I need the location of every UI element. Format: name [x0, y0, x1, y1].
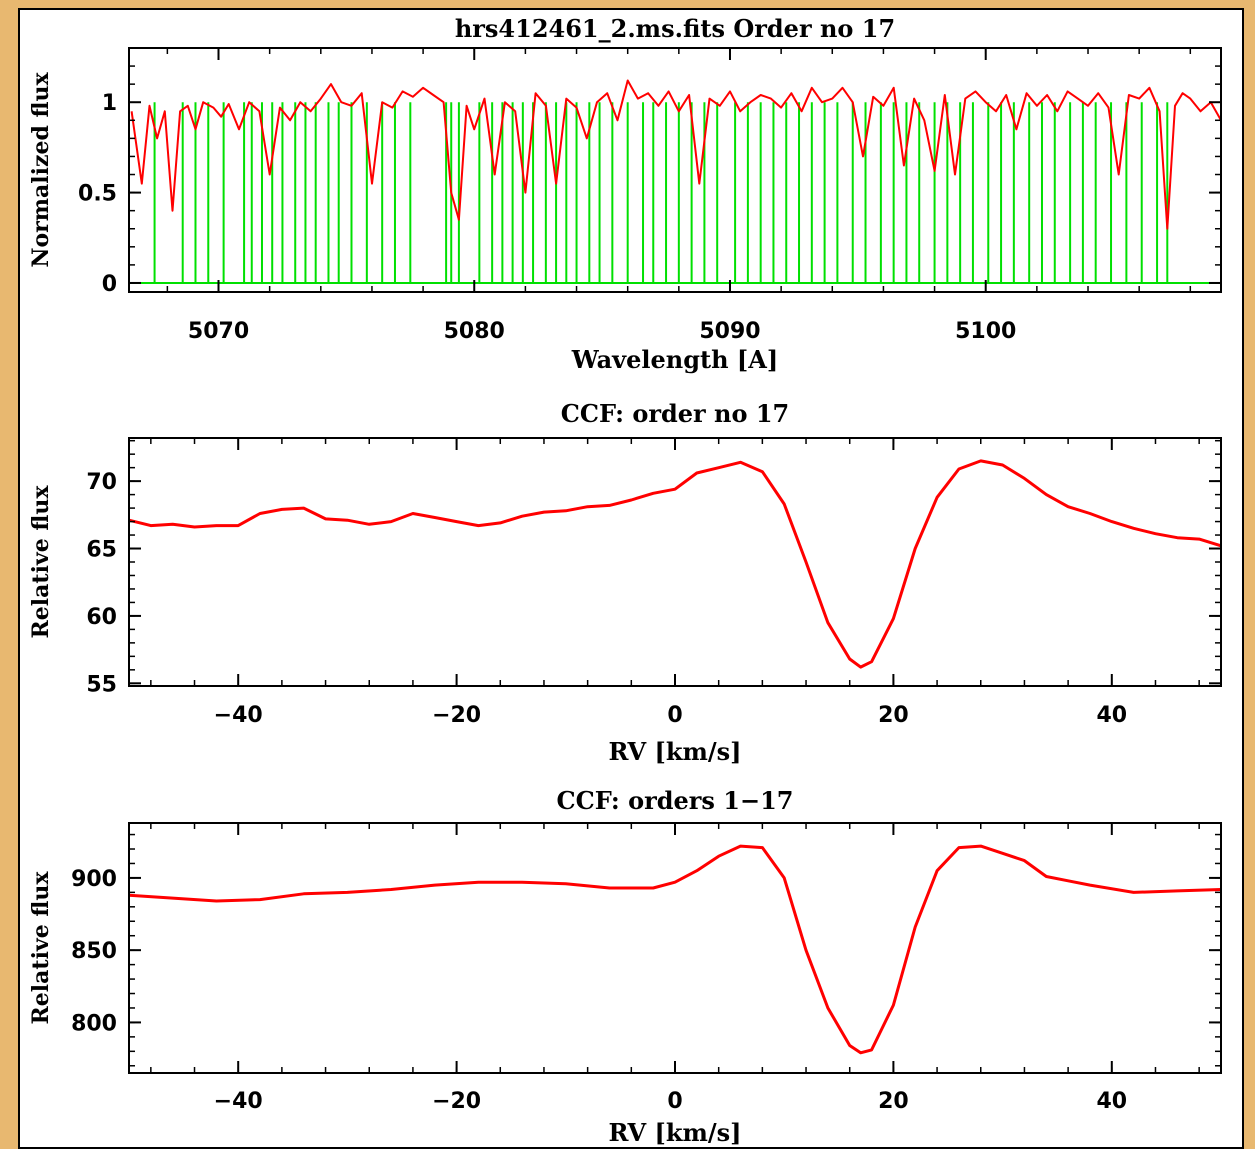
- x-tick-label: 20: [878, 1089, 909, 1114]
- axes-frame: [128, 47, 1222, 293]
- y-tick-label: 1: [102, 91, 117, 116]
- y-tick-label: 55: [86, 672, 117, 697]
- chart-title: CCF: orders 1−17: [556, 786, 793, 815]
- y-axis-label: Relative flux: [28, 871, 54, 1025]
- y-axis-label: Normalized flux: [28, 71, 54, 267]
- axes-frame: [128, 822, 1222, 1074]
- y-tick-label: 65: [86, 538, 117, 563]
- y-tick-label: 0: [102, 272, 117, 297]
- x-axis-label: RV [km/s]: [608, 1118, 741, 1147]
- x-tick-label: −20: [432, 703, 481, 728]
- x-tick-label: 40: [1096, 703, 1127, 728]
- x-tick-label: 5090: [699, 319, 760, 344]
- x-tick-label: 0: [667, 703, 682, 728]
- x-axis-label: Wavelength [A]: [571, 345, 778, 374]
- figure-canvas: 5070 5080 5090 5100 0 0.5 1 hrs412461_2.ms.fits…: [28, 14, 1222, 1147]
- chart-panel-3: −40 −20 0 20 40 800 850 900 CCF: orders 1−17 RV […: [28, 786, 1222, 1147]
- x-axis-label: RV [km/s]: [608, 737, 741, 766]
- series-line-ccf: [128, 459, 1222, 669]
- x-tick-label: −40: [214, 1089, 263, 1114]
- y-tick-label: 60: [86, 605, 117, 630]
- chart-title: CCF: order no 17: [561, 399, 790, 428]
- series-line-spectrum: [130, 79, 1222, 230]
- y-tick-label: 800: [71, 1011, 117, 1036]
- axes-frame: [128, 437, 1222, 687]
- y-tick-label: 0.5: [78, 182, 117, 207]
- x-tick-label: 5100: [955, 319, 1016, 344]
- x-tick-label: 40: [1096, 1089, 1127, 1114]
- y-axis-label: Relative flux: [28, 485, 54, 639]
- x-tick-label: −20: [432, 1089, 481, 1114]
- x-tick-label: 0: [667, 1089, 682, 1114]
- series-line-ccf: [128, 844, 1222, 1055]
- y-tick-label: 70: [86, 470, 117, 495]
- chart-panel-2: −40 −20 0 20 40 55 60 65 70 CCF: order no 17 RV [k…: [28, 399, 1222, 766]
- plot-window: 5070 5080 5090 5100 0 0.5 1 hrs412461_2.ms.fits…: [18, 8, 1244, 1149]
- x-tick-label: 20: [878, 703, 909, 728]
- y-tick-label: 900: [71, 867, 117, 892]
- y-tick-label: 850: [71, 939, 117, 964]
- x-tick-label: 5080: [444, 319, 505, 344]
- x-tick-label: 5070: [188, 319, 249, 344]
- chart-panel-1: 5070 5080 5090 5100 0 0.5 1 hrs412461_2.ms.fits…: [28, 14, 1222, 374]
- chart-title: hrs412461_2.ms.fits Order no 17: [455, 14, 895, 43]
- x-tick-label: −40: [214, 703, 263, 728]
